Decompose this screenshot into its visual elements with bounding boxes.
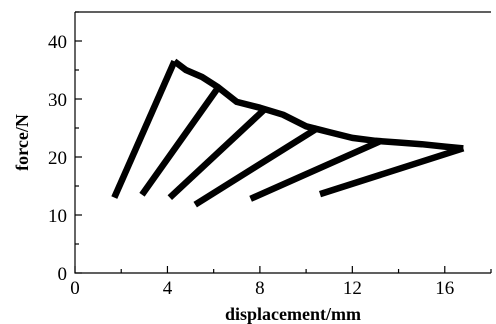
series-line-reload-5 [249, 138, 382, 202]
x-tick-label: 4 [163, 278, 173, 299]
series-line-reload-2 [139, 85, 221, 197]
y-tick-label: 30 [48, 90, 67, 111]
y-axis-label: force/N [12, 114, 32, 171]
x-tick-label: 16 [435, 278, 454, 299]
x-axis-label: displacement/mm [225, 304, 361, 324]
series-group [111, 58, 465, 208]
y-tick-label: 0 [58, 264, 68, 285]
series-line-envelope-0 [172, 58, 464, 152]
y-tick-label: 10 [48, 206, 67, 227]
series-line-reload-6 [319, 145, 465, 198]
series-line-reload-4 [193, 125, 320, 208]
tick-labels: 0 4 8 12 16 0 10 20 30 40 [48, 32, 454, 299]
x-tick-label: 8 [255, 278, 265, 299]
x-tick-label: 12 [343, 278, 362, 299]
series-line-reload-3 [167, 107, 267, 200]
ticks [74, 11, 492, 274]
y-tick-label: 40 [48, 32, 67, 53]
y-tick-label: 20 [48, 148, 67, 169]
x-tick-label: 0 [70, 278, 80, 299]
series-line-reload-1 [111, 59, 178, 199]
